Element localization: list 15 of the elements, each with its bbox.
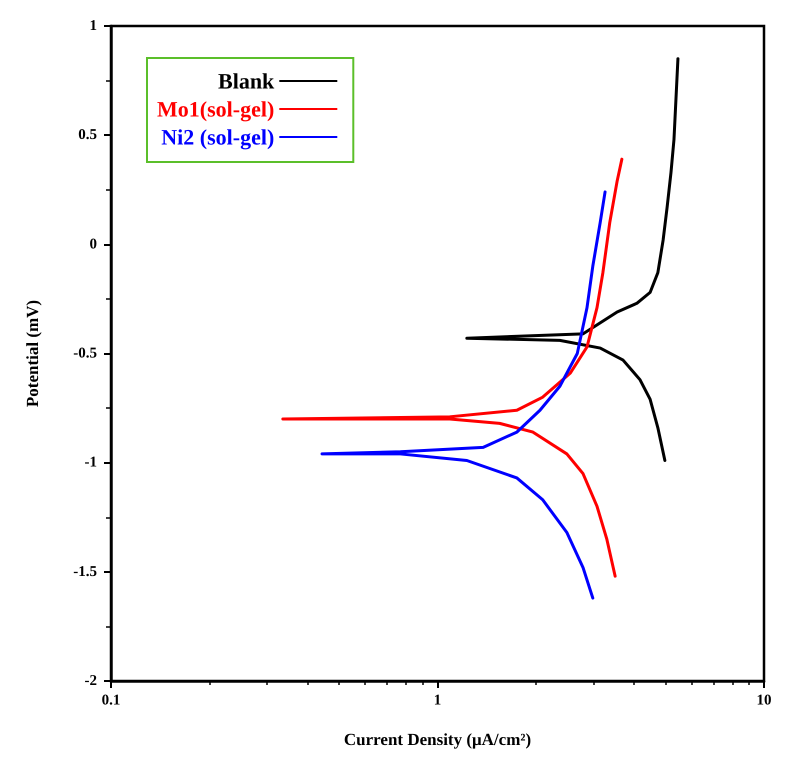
legend-label: Mo1(sol-gel) bbox=[156, 96, 274, 122]
x-tick-label: 0.1 bbox=[102, 692, 120, 708]
legend-label: Ni2 (sol-gel) bbox=[161, 124, 274, 150]
x-axis-title: Current Density (μA/cm²) bbox=[344, 730, 532, 749]
y-tick-label: 1 bbox=[90, 18, 97, 34]
legend-label: Blank bbox=[218, 68, 276, 94]
y-tick-label: -1.5 bbox=[73, 564, 97, 580]
y-tick-label: 0 bbox=[90, 236, 97, 252]
x-tick-label: 1 bbox=[434, 692, 442, 708]
y-tick-label: -1 bbox=[84, 454, 97, 471]
x-tick-label: 10 bbox=[756, 692, 772, 708]
y-tick-label: -0.5 bbox=[73, 346, 97, 362]
y-axis-title: Potential (mV) bbox=[23, 300, 42, 408]
y-tick-label: 0.5 bbox=[78, 127, 97, 144]
y-tick-label: -2 bbox=[84, 673, 97, 689]
